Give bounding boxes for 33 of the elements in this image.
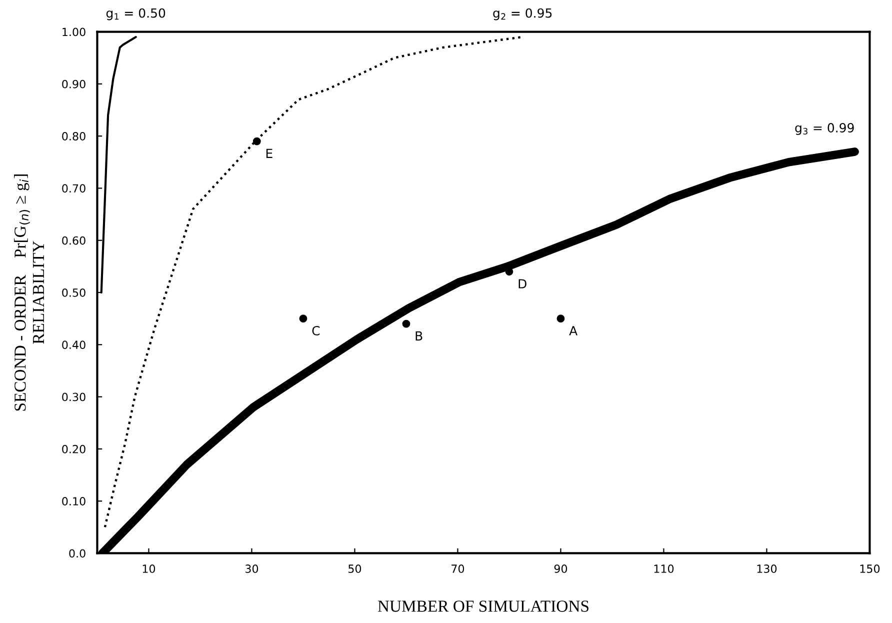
annotation: D xyxy=(518,279,526,288)
x-tick-label: 110 xyxy=(654,564,674,573)
point xyxy=(252,137,261,146)
y-tick-label: 0.70 xyxy=(62,184,86,193)
y-tick-label: 0.30 xyxy=(62,392,86,402)
y-tick-label: 0.80 xyxy=(62,132,86,140)
x-tick-label: 90 xyxy=(554,564,568,573)
annotation: B xyxy=(416,331,422,340)
x-tick-label: 30 xyxy=(246,564,258,573)
annotation: C xyxy=(312,326,320,336)
text: SECOND - ORDER Pr[G$_{(n)}$ ≥ g$_{i}$] RELIABILITY xyxy=(14,174,44,411)
x-tick-label: 150 xyxy=(860,564,880,573)
x-tick-label: 70 xyxy=(452,564,464,573)
y-tick-label: 0.0 xyxy=(69,549,86,558)
point xyxy=(299,314,308,323)
y-tick-label: 0.20 xyxy=(62,444,86,454)
annotation: E xyxy=(266,148,272,158)
series-label: g$_{3}$ = 0.99 xyxy=(795,123,854,135)
series-label: g$_{1}$ = 0.50 xyxy=(106,8,166,20)
y-tick-label: 1.00 xyxy=(62,28,86,36)
y-tick-label: 0.50 xyxy=(62,288,86,297)
x-tick-label: 10 xyxy=(142,564,156,573)
point xyxy=(556,314,565,323)
point xyxy=(402,320,410,328)
series-label: g$_{2}$ = 0.95 xyxy=(493,8,552,20)
y-tick-label: 0.60 xyxy=(62,236,86,245)
annotation: A xyxy=(569,326,578,336)
y-tick-label: 0.10 xyxy=(62,497,86,506)
y-tick-label: 0.40 xyxy=(62,340,86,350)
x-tick-label: 50 xyxy=(348,564,362,573)
x-tick-label: 130 xyxy=(757,564,777,573)
x-axis-title: NUMBER OF SIMULATIONS xyxy=(378,600,588,612)
y-tick-label: 0.90 xyxy=(62,80,86,88)
